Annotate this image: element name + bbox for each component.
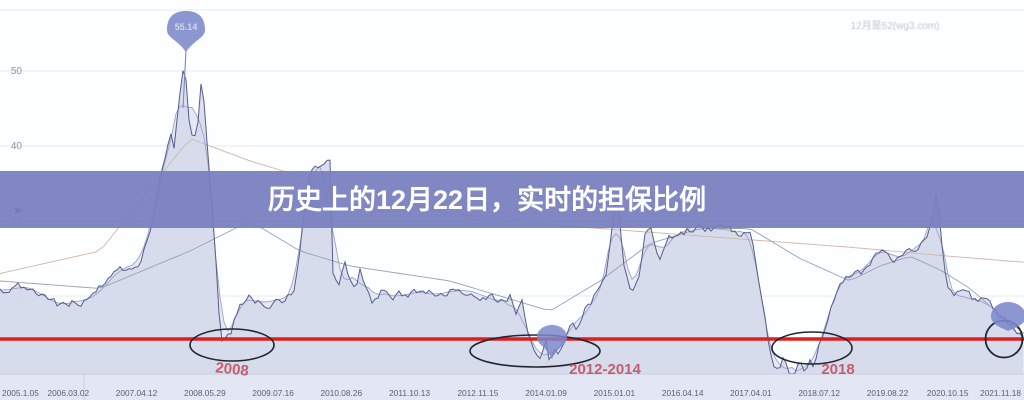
svg-text:»: » <box>14 202 21 217</box>
svg-text:50: 50 <box>11 66 23 77</box>
svg-text:2010.08.26: 2010.08.26 <box>321 388 363 398</box>
svg-text:40: 40 <box>11 141 23 152</box>
svg-text:2005.1.05: 2005.1.05 <box>2 388 39 398</box>
svg-text:2012.11.15: 2012.11.15 <box>457 388 498 398</box>
svg-text:2017.04.01: 2017.04.01 <box>730 388 772 398</box>
svg-text:2014.01.09: 2014.01.09 <box>525 388 567 398</box>
svg-text:2007.04.12: 2007.04.12 <box>116 388 158 398</box>
svg-text:12月是52(wg3.com): 12月是52(wg3.com) <box>851 20 940 32</box>
svg-text:2009.07.16: 2009.07.16 <box>252 388 294 398</box>
svg-text:2018: 2018 <box>821 361 854 378</box>
svg-text:2006.03.02: 2006.03.02 <box>48 388 90 398</box>
svg-text:55.14: 55.14 <box>175 22 198 32</box>
svg-text:2021.11.18: 2021.11.18 <box>980 388 1021 398</box>
svg-text:2015.01.01: 2015.01.01 <box>594 388 636 398</box>
svg-text:历史上的12月22日，实时的担保比例: 历史上的12月22日，实时的担保比例 <box>268 184 706 215</box>
svg-text:2011.10.13: 2011.10.13 <box>389 388 430 398</box>
svg-text:2019.08.22: 2019.08.22 <box>867 388 909 398</box>
svg-text:2020.10.15: 2020.10.15 <box>927 388 969 398</box>
svg-text:2016.04.14: 2016.04.14 <box>662 388 704 398</box>
svg-text:2012-2014: 2012-2014 <box>569 361 641 378</box>
svg-text:2008: 2008 <box>215 359 250 379</box>
svg-text:2018.07.12: 2018.07.12 <box>798 388 840 398</box>
svg-text:2008.05.29: 2008.05.29 <box>184 388 226 398</box>
